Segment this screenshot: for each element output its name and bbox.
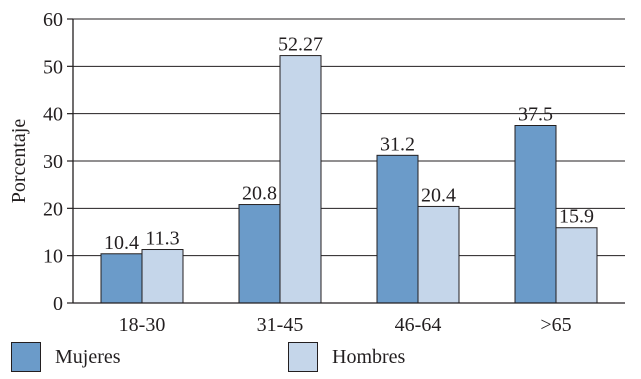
y-tick-label: 40	[43, 104, 63, 126]
data-label: 20.8	[242, 183, 277, 205]
bar-hombres	[141, 249, 184, 304]
data-label: 37.5	[518, 104, 553, 126]
bar-mujeres	[100, 253, 143, 304]
y-tick-label: 50	[43, 56, 63, 78]
bar-mujeres	[238, 204, 281, 304]
legend-item-mujeres: Mujeres	[11, 342, 121, 372]
y-tick-label: 10	[43, 246, 63, 268]
data-label: 15.9	[559, 206, 594, 228]
y-tick-label: 0	[53, 293, 63, 315]
data-label: 52.27	[278, 34, 323, 56]
legend-item-hombres: Hombres	[288, 342, 405, 372]
legend-swatch-mujeres	[11, 342, 41, 372]
x-tick-label: >65	[540, 314, 571, 336]
y-axis-label: Porcentaje	[8, 119, 30, 204]
legend-label-mujeres: Mujeres	[55, 345, 121, 368]
legend: Mujeres Hombres	[0, 342, 641, 378]
y-tick-label: 60	[43, 9, 63, 31]
bar-hombres	[555, 227, 598, 304]
data-label: 10.4	[104, 232, 139, 254]
bar-hombres	[279, 55, 322, 304]
bar-hombres	[417, 205, 460, 304]
data-label: 11.3	[145, 228, 179, 250]
y-tick-label: 20	[43, 198, 63, 220]
legend-label-hombres: Hombres	[332, 345, 406, 368]
x-tick-label: 18-30	[119, 314, 166, 336]
y-tick-label: 30	[43, 151, 63, 173]
legend-swatch-hombres	[288, 342, 318, 372]
x-tick-label: 31-45	[257, 314, 304, 336]
bar-mujeres	[376, 154, 419, 304]
data-label: 31.2	[380, 133, 415, 155]
data-label: 20.4	[421, 184, 456, 206]
x-tick-label: 46-64	[395, 314, 442, 336]
bar-mujeres	[514, 125, 557, 304]
bar-chart: 0 10 20 30 40 50 60 10.4 20.8 31.2 37.5 11.3 52.27 20…	[8, 9, 625, 336]
